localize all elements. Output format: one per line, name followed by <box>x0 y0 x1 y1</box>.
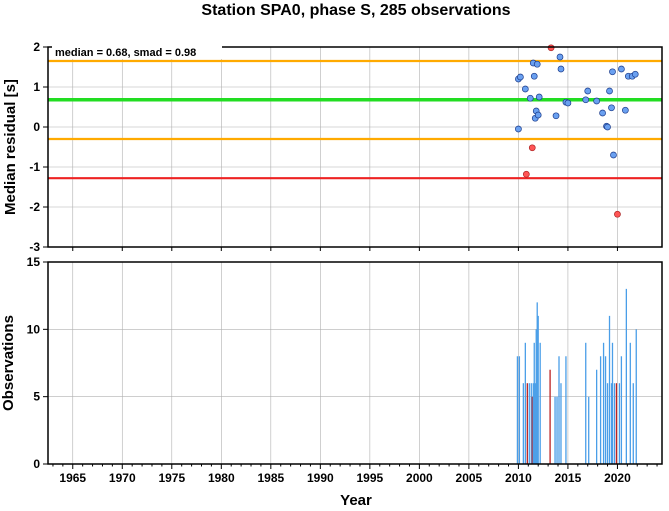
year-tick-label-1965: 1965 <box>59 471 86 485</box>
year-tick-label-2020: 2020 <box>604 471 631 485</box>
residual-point-17 <box>557 65 565 73</box>
obs-ytick-label-0: 0 <box>33 457 40 471</box>
residual-point-21 <box>584 87 592 95</box>
residual-ytick-label-0: 0 <box>33 120 40 134</box>
residual-panel: 2 1 0 -1 -2 -3 median = 0.68, smad = 0.98 Med… <box>2 40 663 254</box>
observations-y-ticks: 15 10 5 0 <box>27 255 48 471</box>
residual-point-28 <box>609 68 616 76</box>
residual-points <box>515 44 639 218</box>
residual-point-23 <box>599 109 606 117</box>
residual-frame <box>47 46 663 248</box>
year-tick-label-2010: 2010 <box>505 471 532 485</box>
residual-point-29 <box>610 151 617 159</box>
year-tick-label-1995: 1995 <box>357 471 384 485</box>
observations-y-axis-label: Observations <box>0 315 17 411</box>
residual-y-ticks: 2 1 0 -1 -2 -3 <box>29 40 48 254</box>
residual-ytick-label-1: 1 <box>33 80 40 94</box>
residual-point-26 <box>606 87 613 95</box>
residual-point-13 <box>535 93 543 101</box>
residual-y-axis-label: Median residual [s] <box>2 79 19 215</box>
year-tick-label-1990: 1990 <box>307 471 334 485</box>
residual-point-35 <box>631 70 639 78</box>
year-x-ticks: 1965 1970 1975 1980 1985 1990 1995 2000 2005 2010… <box>52 464 658 485</box>
stats-annotation: median = 0.68, smad = 0.98 <box>55 47 196 59</box>
outlier-point-6 <box>528 144 536 152</box>
residual-point-27 <box>608 104 615 112</box>
annotation-box <box>52 45 222 59</box>
residual-point-8 <box>530 72 538 80</box>
observation-bars <box>516 288 637 464</box>
obs-ytick-label-15: 15 <box>27 255 41 269</box>
outlier-point-4 <box>522 170 530 178</box>
residual-point-0 <box>515 125 522 133</box>
obs-ytick-label-5: 5 <box>33 390 40 404</box>
year-x-axis-label: Year <box>340 492 372 509</box>
residual-point-16 <box>556 53 564 61</box>
year-tick-label-1980: 1980 <box>208 471 235 485</box>
year-tick-label-1975: 1975 <box>158 471 185 485</box>
observations-panel: 15 10 5 0 1965 1970 1975 1980 1985 1990 1995 2000 2… <box>0 255 663 509</box>
chart-title: Station SPA0, phase S, 285 observations <box>201 2 510 19</box>
residual-point-31 <box>618 65 625 73</box>
residual-point-3 <box>521 85 529 93</box>
residual-point-22 <box>593 97 600 105</box>
outlier-point-14 <box>547 44 555 52</box>
year-tick-label-2000: 2000 <box>406 471 433 485</box>
residual-point-2 <box>517 73 524 81</box>
outlier-point-30 <box>614 210 621 218</box>
obs-ytick-label-10: 10 <box>27 322 41 336</box>
residual-point-32 <box>622 106 629 114</box>
residual-point-20 <box>582 96 590 104</box>
residual-x-tick-marks <box>72 247 618 251</box>
year-tick-label-1970: 1970 <box>109 471 136 485</box>
residual-grid <box>48 46 662 248</box>
observations-grid <box>48 261 662 465</box>
residual-ytick-label--2: -2 <box>29 200 40 214</box>
reference-lines <box>48 59 662 180</box>
residual-point-15 <box>552 112 560 120</box>
year-tick-label-2015: 2015 <box>555 471 582 485</box>
residual-ytick-label--3: -3 <box>29 240 40 254</box>
residual-point-5 <box>526 94 534 102</box>
residual-point-11 <box>533 60 541 68</box>
residual-point-12 <box>534 111 542 119</box>
residual-ytick-label--1: -1 <box>29 160 40 174</box>
observations-frame <box>47 261 663 465</box>
residual-ytick-label-2: 2 <box>33 40 40 54</box>
residual-point-19 <box>564 99 572 107</box>
year-tick-label-1985: 1985 <box>257 471 284 485</box>
year-tick-label-2005: 2005 <box>456 471 483 485</box>
residual-point-25 <box>604 123 611 131</box>
